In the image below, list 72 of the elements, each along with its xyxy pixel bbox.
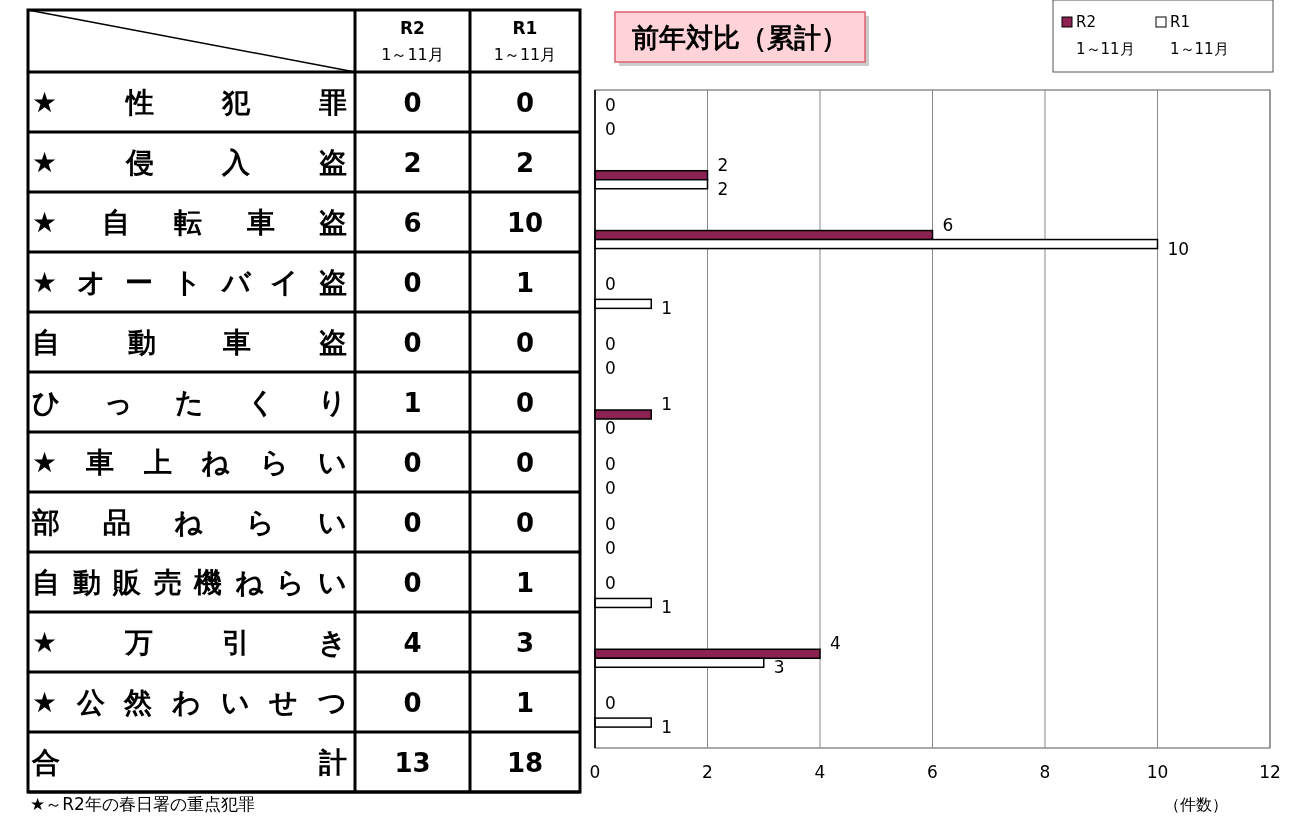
data-label: 0 <box>403 328 422 358</box>
data-label: 2 <box>717 154 729 175</box>
data-label: 1 <box>403 388 422 418</box>
data-label: 1 <box>515 688 535 718</box>
category-label: 部品ねらい <box>31 506 347 539</box>
data-label: 4 <box>830 633 841 654</box>
data-label: 0 <box>605 358 616 379</box>
data-label: 0 <box>403 448 422 478</box>
data-label: 2 <box>717 178 729 199</box>
data-label: 1 <box>661 597 673 618</box>
category-label: ひったくり <box>32 386 347 419</box>
category-label: ★自転車盗 <box>32 206 347 239</box>
data-label: 0 <box>605 477 616 498</box>
data-label: 0 <box>515 88 535 118</box>
category-label: 自動車盗 <box>32 326 347 359</box>
x-tick-label: 12 <box>1259 762 1281 782</box>
data-label: 0 <box>515 388 535 418</box>
data-label: 0 <box>605 118 616 139</box>
data-label: 0 <box>403 568 422 598</box>
data-label: 6 <box>403 208 422 238</box>
category-label: 合計 <box>31 746 347 779</box>
x-tick-label: 2 <box>702 762 713 782</box>
data-label: 0 <box>605 94 616 115</box>
data-label: 1 <box>515 568 535 598</box>
x-tick-label: 10 <box>1146 762 1169 782</box>
data-label: 10 <box>1167 238 1190 259</box>
data-label: 1 <box>661 394 673 414</box>
data-label: 0 <box>605 418 616 438</box>
legend-label: R2 1～11月 <box>1076 13 1135 58</box>
data-label: 0 <box>403 88 422 118</box>
text: R1 1～11月 <box>493 18 557 64</box>
legend-label: R1 1～11月 <box>1170 13 1229 58</box>
data-label: 2 <box>403 148 422 178</box>
data-label: 1 <box>515 268 535 298</box>
text: ★～R2年の春日署の重点犯罪 <box>30 794 255 814</box>
x-tick-label: 0 <box>589 762 601 782</box>
data-label: 0 <box>605 537 616 558</box>
category-label: ★公然わいせつ <box>32 686 347 719</box>
category-label: ★性犯罪 <box>32 86 347 119</box>
data-label: 2 <box>515 148 535 178</box>
data-label: 10 <box>506 208 544 238</box>
data-label: 0 <box>515 328 535 358</box>
data-label: 0 <box>403 268 422 298</box>
data-label: 0 <box>605 274 616 295</box>
data-label: 0 <box>403 508 422 538</box>
data-label: 18 <box>506 748 544 778</box>
category-label: ★侵入盗 <box>32 146 347 179</box>
x-tick-label: 8 <box>1039 762 1051 782</box>
data-label: 3 <box>773 657 785 678</box>
category-label: 自動販売機ねらい <box>32 566 347 599</box>
x-tick-label: 6 <box>927 762 938 782</box>
data-label: 1 <box>661 717 673 738</box>
data-label: 0 <box>605 513 616 534</box>
data-label: 0 <box>515 448 535 478</box>
data-label: 0 <box>605 334 616 355</box>
category-label: ★車上ねらい <box>32 446 347 479</box>
data-label: 0 <box>605 693 616 714</box>
x-axis-title: （件数） <box>1164 795 1228 814</box>
data-label: 4 <box>403 628 422 658</box>
data-label: 1 <box>661 298 673 319</box>
data-label: 3 <box>515 628 535 658</box>
x-tick-label: 4 <box>814 762 826 782</box>
data-label: 0 <box>515 508 535 538</box>
text: R2 1～11月 <box>381 18 444 64</box>
data-label: 13 <box>394 748 431 778</box>
data-label: 0 <box>605 573 616 594</box>
data-label: 0 <box>403 688 422 718</box>
chart-title: 前年対比（累計） <box>631 22 848 53</box>
category-label: ★万引き <box>32 626 347 659</box>
data-label: 0 <box>605 453 616 474</box>
data-label: 6 <box>942 214 954 235</box>
category-label: ★オートバイ盗 <box>32 266 347 299</box>
